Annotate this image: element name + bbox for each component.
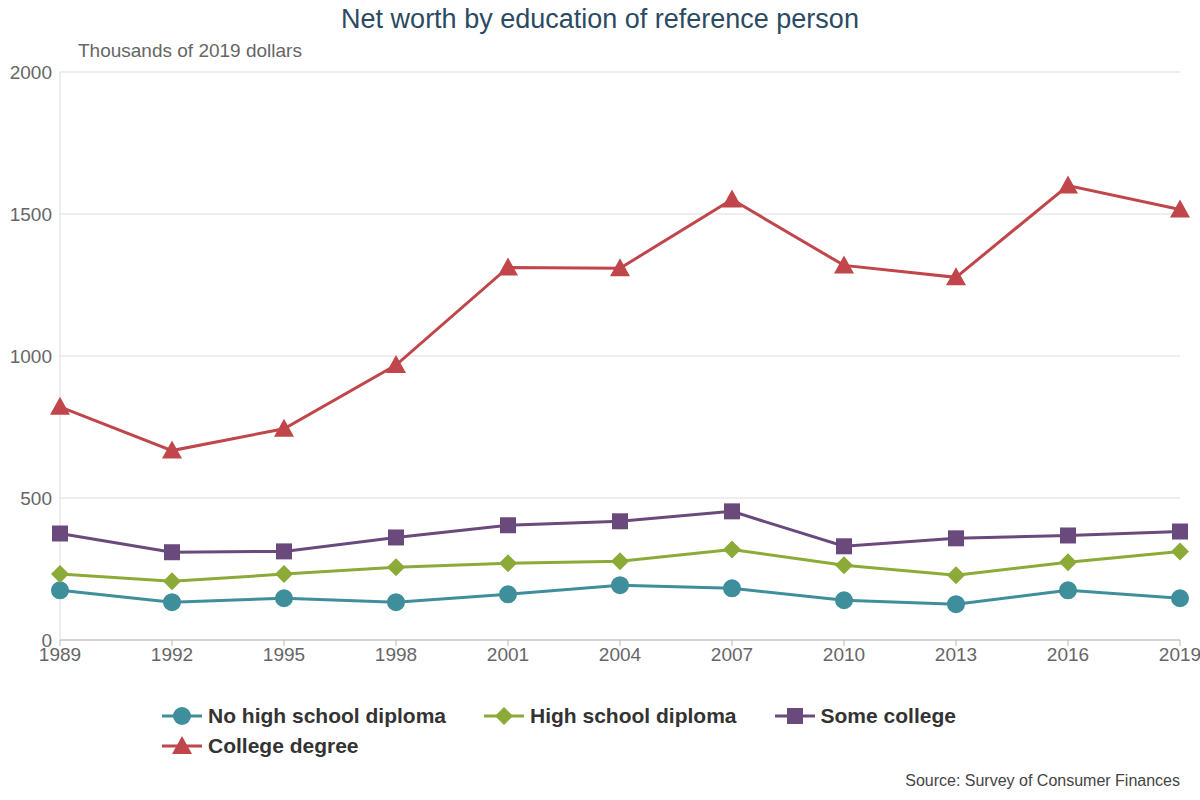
html-text:Some college: Some college [820,704,956,727]
html-text:Net worth by education of refe: Net worth by education of reference pers… [341,4,859,34]
svg-text:2010: 2010 [823,644,865,665]
html-text:Source: Survey of Consumer Fin: Source: Survey of Consumer Finances [905,772,1180,789]
svg-text:1995: 1995 [263,644,305,665]
svg-text:2019: 2019 [1159,644,1192,665]
svg-text:2000: 2000 [10,62,52,83]
html-text:Thousands of 2019 dollars: Thousands of 2019 dollars [78,40,302,61]
svg-text:2013: 2013 [935,644,977,665]
svg-text:2004: 2004 [599,644,642,665]
html-text:High school diploma: High school diploma [530,704,737,727]
html-text:College degree: College degree [208,734,359,757]
svg-text:1992: 1992 [151,644,193,665]
svg-text:2016: 2016 [1047,644,1089,665]
svg-text:1500: 1500 [10,204,52,225]
svg-text:500: 500 [20,488,52,509]
svg-text:1998: 1998 [375,644,417,665]
svg-text:2007: 2007 [711,644,753,665]
svg-text:2001: 2001 [487,644,529,665]
html-text:No high school diploma: No high school diploma [208,704,446,727]
svg-text:1989: 1989 [38,644,82,666]
svg-text:0: 0 [41,630,52,651]
svg-text:1000: 1000 [10,346,52,367]
